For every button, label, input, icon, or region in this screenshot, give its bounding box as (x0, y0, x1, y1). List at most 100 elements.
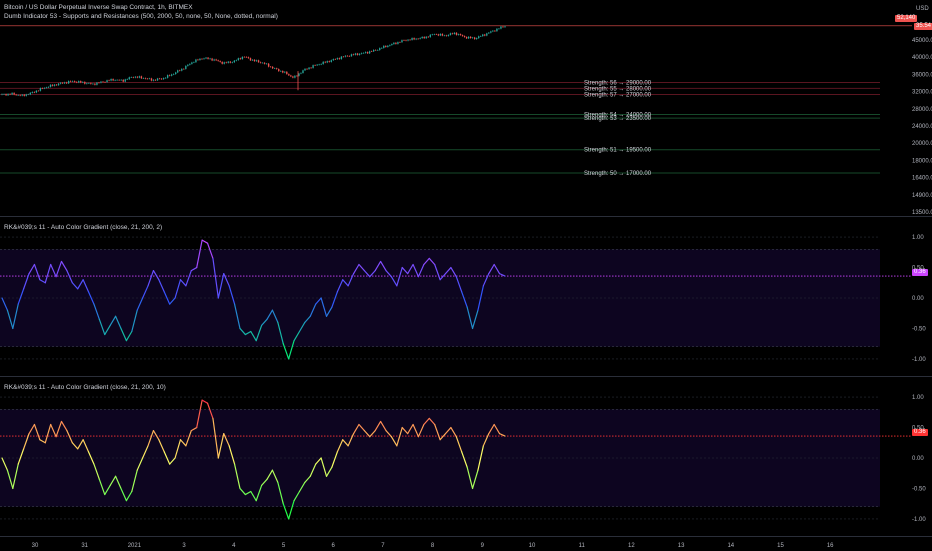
pane-separator-1[interactable] (0, 216, 932, 217)
oscillator-line-segment (71, 282, 79, 290)
oscillator-line-segment (352, 423, 360, 435)
price-pane[interactable]: 45000.00 40000.00 36000.00 32000.00 28000.00… (0, 0, 932, 216)
time-axis-tick-label: 9 (481, 543, 485, 549)
price-chart[interactable]: 45000.00 40000.00 36000.00 32000.00 28000.00… (0, 0, 932, 216)
oscillator-pane-1[interactable]: 1.00 0.50 0.00 -0.50 -1.00 RK&#039;s 11 - Au… (0, 217, 932, 375)
oscillator-chart-2[interactable]: 1.00 0.50 0.00 -0.50 -1.00 (0, 377, 932, 535)
sr-level-label: Strength: 54 → 24000.00 (584, 113, 652, 119)
candle-body (47, 86, 50, 88)
pane-separator-2[interactable] (0, 376, 932, 377)
oscillator-line-segment (493, 423, 501, 435)
candle-body (263, 62, 266, 64)
oscillator-line-segment (233, 463, 241, 490)
oscillator-axis-tick-label: 0.50 (912, 266, 924, 272)
candle-body (368, 51, 371, 54)
oscillator-line-segment (169, 457, 176, 465)
candle-body (195, 59, 197, 63)
candle-body (227, 61, 229, 63)
candle-body (318, 64, 320, 66)
candle-body (370, 51, 373, 52)
candle-body (33, 91, 36, 93)
oscillator-line-segment (125, 490, 133, 502)
oscillator-line-segment (266, 469, 274, 480)
sr-level-label: Strength: 55 → 28000.00 (584, 86, 652, 92)
candle-body (94, 83, 96, 85)
oscillator-line-segment (385, 429, 393, 438)
oscillator-line-segment (104, 324, 111, 336)
oscillator-line-segment (250, 490, 257, 502)
candle-body (425, 36, 427, 39)
oscillator-legend-2: RK&#039;s 11 - Auto Color Gradient (clos… (4, 383, 166, 392)
candle-body (478, 36, 480, 39)
candle-body (9, 93, 11, 95)
candle-body (419, 38, 421, 39)
candle-body (82, 81, 84, 83)
oscillator-line-segment (380, 260, 387, 272)
candle-body (177, 70, 179, 73)
candle-body (441, 33, 444, 36)
oscillator-line-segment (288, 500, 295, 520)
oscillator-line-segment (163, 291, 171, 305)
oscillator-value-tag-2: 0.36 (912, 429, 928, 436)
candle-body (160, 78, 163, 80)
candle-body (183, 68, 185, 70)
oscillator-line-segment (493, 263, 501, 275)
candle-body (1, 94, 3, 95)
oscillator-line-segment (461, 291, 468, 308)
candle-body (480, 36, 482, 37)
oscillator-line-segment (179, 279, 187, 287)
candle-body (453, 32, 456, 34)
price-axis-tick-label: 13500.00 (912, 210, 932, 216)
candle-body (90, 83, 92, 84)
oscillator-line-segment (239, 327, 246, 336)
candle-body (80, 81, 82, 83)
oscillator-line-segment (271, 469, 279, 483)
time-axis-tick-label: 7 (381, 543, 385, 549)
candle-body (124, 79, 126, 82)
candle-body (239, 58, 242, 60)
candle-body (197, 59, 199, 61)
oscillator-line-segment (320, 457, 328, 477)
oscillator-line-segment (282, 503, 290, 520)
candle-body (63, 82, 66, 84)
candle-body (431, 34, 433, 36)
price-axis-tick-label: 36000.00 (912, 72, 932, 78)
candle-body (118, 79, 120, 81)
time-axis-tick-label: 16 (827, 543, 834, 549)
time-axis-tick-label: 15 (777, 543, 784, 549)
time-axis[interactable]: 30 31 2021 3 4 5 6 7 8 9 10 11 12 13 14 15 16 (0, 536, 932, 551)
sr-level-label: Strength: 53 → 23500.00 (584, 116, 652, 122)
candle-body (150, 78, 153, 81)
candle-body (72, 81, 74, 82)
oscillator-line-segment (309, 303, 317, 317)
oscillator-pane-2[interactable]: 1.00 0.50 0.00 -0.50 -1.00 RK&#039;s 11 - Au… (0, 377, 932, 535)
candle-body (144, 78, 147, 79)
time-axis-labels[interactable]: 30 31 2021 3 4 5 6 7 8 9 10 11 12 13 14 15 16 (0, 537, 932, 551)
candle-body (399, 42, 401, 43)
oscillator-line-segment (342, 439, 349, 447)
candle-body (298, 73, 300, 76)
oscillator-line-segment (212, 257, 219, 299)
oscillator-line-segment (466, 306, 474, 330)
candle-body (251, 59, 254, 61)
oscillator-line-segment (147, 429, 155, 447)
candle-body (102, 81, 104, 83)
price-axis-tick-label: 24000.00 (912, 124, 932, 130)
candle-body (7, 93, 9, 96)
sr-level-label: Strength: 56 → 29000.00 (584, 80, 652, 86)
candle-body (108, 80, 110, 81)
candle-body (439, 33, 442, 36)
candle-body (23, 94, 25, 96)
candle-body (142, 78, 145, 79)
oscillator-line-segment (342, 279, 349, 287)
candle-body (411, 38, 413, 40)
oscillator-line-segment (163, 451, 171, 465)
oscillator-line-segment (233, 303, 241, 330)
time-axis-tick-label: 11 (579, 543, 586, 549)
oscillator-line-segment (450, 266, 457, 278)
oscillator-axis-tick-label: -1.00 (912, 517, 926, 523)
oscillator-line-segment (347, 273, 355, 287)
oscillator-chart-1[interactable]: 1.00 0.50 0.00 -0.50 -1.00 (0, 217, 932, 375)
oscillator-line-segment (142, 285, 149, 299)
symbol-title: Bitcoin / US Dollar Perpetual Inverse Sw… (4, 4, 193, 11)
